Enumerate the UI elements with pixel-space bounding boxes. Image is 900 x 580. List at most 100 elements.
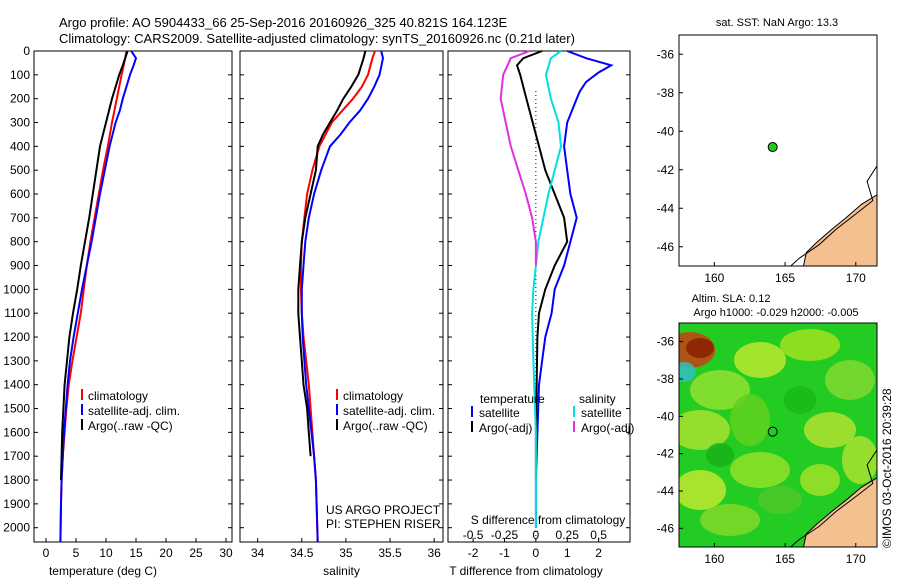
y-tick-label: 900: [10, 259, 30, 273]
s-axis-label: S difference from climatology: [471, 513, 626, 527]
y-tick-label: -40: [657, 409, 675, 423]
x-tick-label: 5: [73, 546, 80, 560]
header-line2: Climatology: CARS2009. Satellite-adjuste…: [59, 31, 575, 46]
sla-patch: [734, 342, 786, 378]
map-title: sat. SST: NaN Argo: 13.3: [716, 17, 838, 29]
bathymetry-contour: [790, 165, 877, 266]
panel-salinity: 34 34.5 35 35.5 36 salinity climatologysatelli…: [239, 50, 444, 578]
s-tick-label: -0.5: [463, 528, 484, 542]
series-line: [515, 50, 569, 480]
y-tick-label: -44: [657, 201, 675, 215]
x-axis-label: temperature (deg C): [49, 564, 157, 578]
x-tick-label: 34: [251, 546, 265, 560]
argo-location-marker: [767, 426, 778, 437]
legend-label: climatology: [88, 389, 148, 403]
y-tick-label: -42: [657, 447, 675, 461]
sla-patch: [679, 410, 730, 450]
x-tick-label: 165: [775, 552, 795, 566]
x-tick-label: 160: [704, 552, 724, 566]
y-tick-label: -42: [657, 163, 675, 177]
series-line: [534, 50, 614, 528]
y-tick-label: -36: [657, 47, 675, 61]
legend-title: salinity: [579, 392, 616, 406]
legend-title: temperature: [480, 392, 545, 406]
y-tick-label: 1700: [3, 449, 30, 463]
x-tick-label: 1: [564, 546, 571, 560]
sla-patch: [679, 470, 726, 510]
y-tick-label: 100: [10, 68, 30, 82]
series-line: [60, 50, 129, 481]
series-line: [499, 50, 537, 266]
s-tick-label: -0.25: [491, 528, 519, 542]
x-tick-label: 35.5: [378, 546, 402, 560]
y-tick-label: 1900: [3, 497, 30, 511]
x-tick-label: 0: [533, 546, 540, 560]
x-tick-label: 170: [846, 552, 866, 566]
legend-label: Argo(..raw -QC): [343, 419, 428, 433]
panel-difference: -2 -1 0 1 2 T difference from climatology -0.5…: [447, 50, 634, 578]
x-tick-label: -1: [499, 546, 510, 560]
sla-patch: [706, 443, 734, 467]
y-tick-label: 1000: [3, 282, 30, 296]
x-tick-label: 20: [159, 546, 173, 560]
y-tick-label: -38: [657, 372, 675, 386]
sla-patch: [780, 329, 840, 361]
sla-patch: [730, 394, 770, 446]
header-line1: Argo profile: AO 5904433_66 25-Sep-2016 …: [59, 15, 507, 30]
x-tick-label: 15: [129, 546, 143, 560]
sla-patch: [686, 338, 714, 358]
legend-label: satellite: [479, 406, 520, 420]
argo-location-marker: [767, 142, 778, 153]
y-tick-label: 800: [10, 235, 30, 249]
s-tick-label: 0.5: [590, 528, 607, 542]
y-tick-label: 1800: [3, 473, 30, 487]
series-line: [59, 50, 138, 543]
y-tick-label: 700: [10, 211, 30, 225]
sla-patch: [784, 386, 816, 414]
map-title: Altim. SLA: 0.12: [692, 293, 771, 305]
plot-frame: [447, 50, 631, 543]
y-tick-label: -38: [657, 86, 675, 100]
y-tick-label: 1100: [4, 306, 30, 320]
x-tick-label: 25: [189, 546, 203, 560]
legend-label: Argo(..raw -QC): [88, 419, 173, 433]
x-axis-label: salinity: [323, 564, 360, 578]
x-tick-label: 160: [704, 271, 724, 285]
sla-patch: [700, 504, 760, 536]
sla-patch: [679, 362, 696, 382]
legend-label: climatology: [343, 389, 403, 403]
map-frame: [678, 34, 878, 267]
y-tick-label: -46: [657, 240, 675, 254]
x-tick-label: 30: [219, 546, 233, 560]
x-tick-label: 35: [339, 546, 353, 560]
land-mass: [802, 477, 877, 547]
x-tick-label: 34.5: [290, 546, 314, 560]
y-tick-label: 1200: [3, 330, 30, 344]
x-tick-label: 170: [846, 271, 866, 285]
legend-label: Argo(-adj): [581, 421, 634, 435]
x-tick-label: -2: [468, 546, 479, 560]
x-tick-label: 36: [427, 546, 441, 560]
y-tick-label: -40: [657, 124, 675, 138]
x-axis-label: T difference from climatology: [449, 564, 603, 578]
y-tick-label: 1300: [3, 354, 30, 368]
panel-map_sst: 160 165 170 -36 -38 -40 -42 -44 -46 sat. SST: NaN…: [657, 17, 878, 285]
annotation-line: PI: STEPHEN RISER: [326, 517, 441, 531]
y-tick-label: -44: [657, 484, 675, 498]
sla-patch: [730, 452, 790, 488]
sla-patch: [804, 412, 856, 448]
y-tick-label: -46: [657, 521, 675, 535]
sla-patch: [758, 486, 802, 514]
x-tick-label: 165: [775, 271, 795, 285]
map-content: [790, 165, 877, 266]
series-line: [300, 50, 385, 543]
y-tick-label: 300: [10, 116, 30, 130]
legend-label: satellite: [581, 406, 622, 420]
s-tick-label: 0.25: [556, 528, 580, 542]
series-line: [299, 50, 376, 543]
sla-patch: [825, 360, 875, 400]
legend-label: Argo(-adj): [479, 421, 532, 435]
x-tick-label: 2: [595, 546, 602, 560]
y-tick-label: -36: [657, 335, 675, 349]
